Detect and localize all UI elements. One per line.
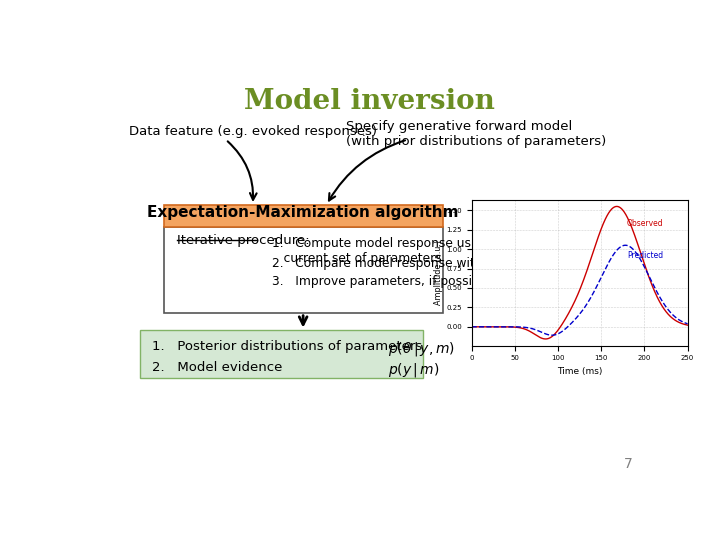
Text: 1.   Compute model response using
   current set of parameters: 1. Compute model response using current … [272,237,490,265]
Text: 1.   Posterior distributions of parameters: 1. Posterior distributions of parameters [152,340,422,353]
Text: Iterative procedure:: Iterative procedure: [177,234,310,247]
Y-axis label: Amplitude (a.u.): Amplitude (a.u.) [434,240,444,305]
Text: Specify generative forward model
(with prior distributions of parameters): Specify generative forward model (with p… [346,120,606,148]
Text: $p(y\,|\,m)$: $p(y\,|\,m)$ [388,361,440,379]
FancyBboxPatch shape [163,226,443,313]
FancyArrowPatch shape [228,141,256,200]
FancyArrowPatch shape [300,315,307,325]
FancyBboxPatch shape [140,330,423,378]
FancyArrowPatch shape [329,140,405,200]
Text: $p(\theta\,|\,y,m)$: $p(\theta\,|\,y,m)$ [388,340,455,357]
Text: 3.   Improve parameters, if possible: 3. Improve parameters, if possible [272,275,491,288]
Text: 7: 7 [624,457,632,471]
Text: Predicted: Predicted [627,252,663,260]
Text: Expectation-Maximization algorithm: Expectation-Maximization algorithm [148,205,459,220]
Text: Observed: Observed [627,219,664,228]
Text: 2.   Compare model response with data: 2. Compare model response with data [272,256,514,269]
FancyBboxPatch shape [163,205,443,226]
Text: Data feature (e.g. evoked responses): Data feature (e.g. evoked responses) [129,125,377,138]
X-axis label: Time (ms): Time (ms) [557,367,603,376]
Text: 2.   Model evidence: 2. Model evidence [152,361,282,374]
Text: Model inversion: Model inversion [243,88,495,115]
